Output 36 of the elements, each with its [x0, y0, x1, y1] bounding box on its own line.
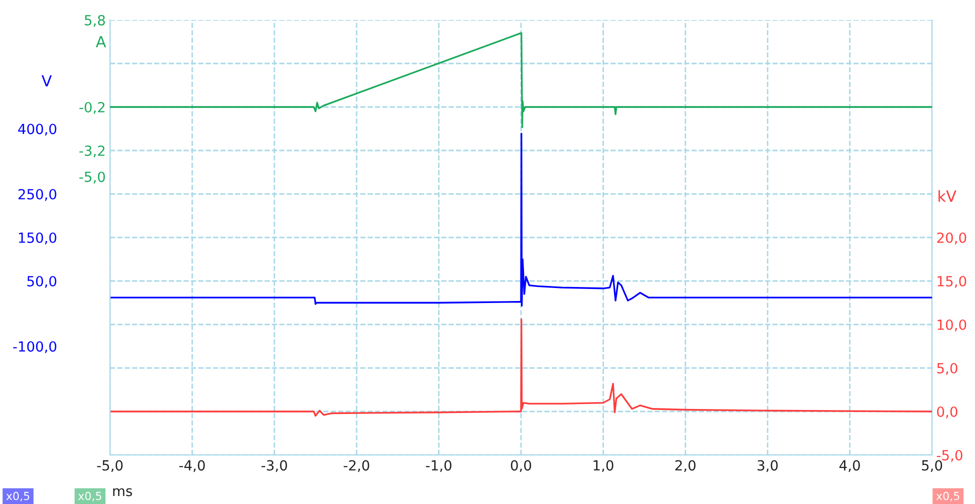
y-tick-label: -100,0	[13, 341, 56, 354]
x-tick-label: -3,0	[262, 460, 288, 472]
x-tick-label: -1,0	[426, 460, 452, 472]
line-series	[110, 132, 932, 307]
y-axis-title: V	[42, 75, 52, 86]
text: x0,5	[78, 492, 102, 502]
y-tick-label: 400,0	[18, 124, 56, 136]
y3-tick-label: 5,8	[84, 14, 105, 27]
x-tick-label: 4,0	[839, 460, 860, 472]
y-tick-label: 150,0	[18, 232, 56, 244]
y-tick-label: 250,0	[18, 188, 56, 201]
y3-tick-label: -5,0	[79, 172, 105, 184]
y-tick-label: 50,0	[27, 276, 56, 288]
text: x0,5	[936, 492, 960, 502]
y3-axis-title: A	[96, 36, 106, 48]
y2-tick-label: 5,0	[937, 362, 958, 375]
y2-tick-label: -5,0	[936, 450, 962, 462]
y2-tick-label: 15,0	[938, 276, 966, 288]
y2-tick-label: 10,0	[938, 319, 966, 332]
x-tick-label: 1,0	[594, 460, 614, 472]
line-series	[110, 32, 932, 128]
y3-tick-label: -3,2	[79, 145, 104, 158]
y3-tick-label: -0,2	[79, 102, 104, 114]
y2-axis-title: kV	[938, 190, 956, 202]
x-tick-label: 2,0	[675, 460, 696, 472]
text: x0,5	[6, 492, 30, 502]
x-tick-label: -4,0	[179, 460, 205, 472]
x-tick-label: 3,0	[758, 460, 778, 472]
x-tick-label: -2,0	[344, 460, 370, 472]
x-tick-label: -5,0	[97, 460, 123, 472]
y2-tick-label: 0,0	[937, 406, 958, 418]
line-series	[110, 318, 932, 417]
x-tick-label: 0,0	[510, 460, 532, 472]
x-tick-label: 5,0	[922, 460, 942, 472]
y2-tick-label: 20,0	[937, 232, 966, 244]
x-axis-title: ms	[113, 488, 132, 496]
